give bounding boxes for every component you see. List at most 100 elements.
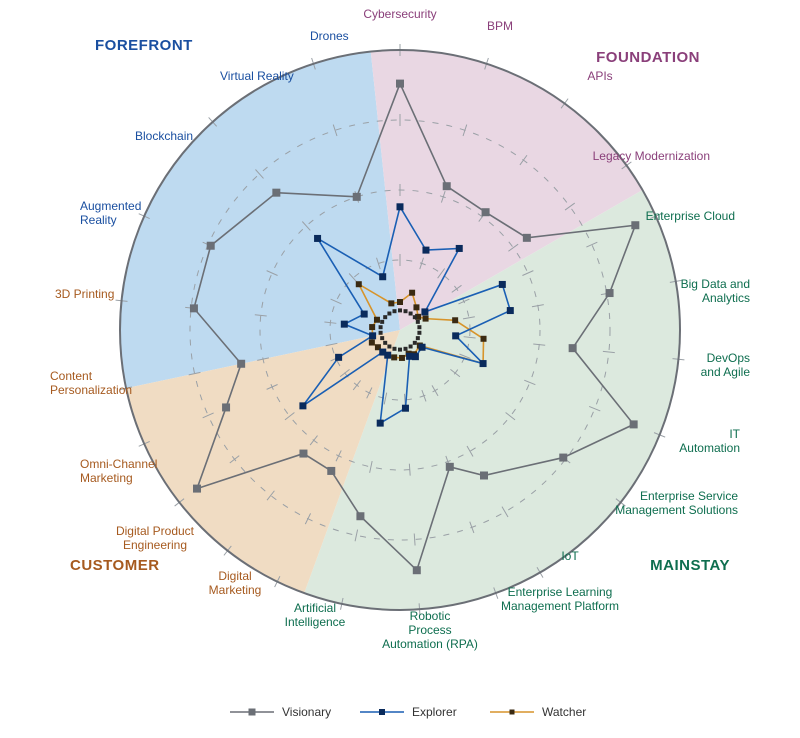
series-explorer-marker: [423, 247, 429, 253]
series-visionary-marker: [190, 305, 197, 312]
series-visionary-marker: [194, 485, 201, 492]
legend-watcher-marker: [510, 710, 515, 715]
series-explorer-marker: [407, 353, 413, 359]
center-tick: [379, 325, 383, 329]
series-watcher-marker: [370, 325, 375, 330]
series-explorer-marker: [402, 405, 408, 411]
series-visionary-marker: [632, 222, 639, 229]
spoke-label: Legacy Modernization: [593, 149, 710, 163]
spoke-label: IoT: [561, 549, 579, 563]
center-tick: [416, 320, 420, 324]
series-explorer-marker: [361, 311, 367, 317]
spoke-label: Digital ProductEngineering: [116, 524, 195, 552]
center-tick: [379, 331, 383, 335]
center-tick: [409, 344, 413, 348]
radar-diagram: { "chart": { "type": "radar", "width": 8…: [0, 0, 800, 738]
series-visionary-marker: [630, 421, 637, 428]
series-explorer-marker: [300, 403, 306, 409]
spoke-label: ContentPersonalization: [50, 369, 132, 397]
series-explorer-marker: [380, 349, 386, 355]
center-tick: [380, 336, 384, 340]
series-explorer-marker: [422, 309, 428, 315]
series-explorer-marker: [370, 333, 376, 339]
spoke-label: Enterprise Cloud: [646, 209, 735, 223]
series-visionary-marker: [357, 513, 364, 520]
series-watcher-marker: [414, 305, 419, 310]
spoke-label: ITAutomation: [679, 427, 740, 455]
series-explorer-marker: [499, 281, 505, 287]
center-tick: [416, 336, 420, 340]
series-visionary-marker: [328, 467, 335, 474]
center-tick: [387, 344, 391, 348]
spoke-label: DigitalMarketing: [209, 569, 262, 597]
series-visionary-marker: [353, 193, 360, 200]
series-watcher-marker: [398, 300, 403, 305]
series-explorer-marker: [336, 354, 342, 360]
series-watcher-marker: [389, 301, 394, 306]
series-visionary-marker: [560, 454, 567, 461]
series-explorer-marker: [507, 308, 513, 314]
series-watcher-marker: [410, 290, 415, 295]
series-watcher-marker: [369, 340, 374, 345]
spoke-label: Virtual Reality: [220, 69, 294, 83]
center-tick: [417, 331, 421, 335]
series-explorer-marker: [419, 344, 425, 350]
series-explorer-marker: [341, 321, 347, 327]
series-watcher-marker: [399, 355, 404, 360]
spoke-label: RoboticProcessAutomation (RPA): [382, 609, 478, 651]
series-explorer-marker: [456, 245, 462, 251]
series-visionary-marker: [273, 189, 280, 196]
center-tick: [413, 315, 417, 319]
quadrant-label-forefront: FOREFRONT: [95, 37, 193, 54]
series-visionary-marker: [481, 472, 488, 479]
spoke-label: DevOpsand Agile: [701, 351, 751, 379]
legend-visionary-marker: [249, 709, 256, 716]
center-tick: [404, 309, 408, 313]
center-tick: [413, 341, 417, 345]
series-watcher-marker: [481, 336, 486, 341]
center-tick: [383, 315, 387, 319]
series-visionary-marker: [446, 463, 453, 470]
spoke-label: Cybersecurity: [363, 7, 436, 21]
spoke-label: Blockchain: [135, 129, 193, 143]
center-tick: [380, 320, 384, 324]
series-visionary-marker: [223, 404, 230, 411]
series-visionary-marker: [207, 242, 214, 249]
center-tick: [398, 308, 402, 312]
spoke-label: Big Data andAnalytics: [681, 277, 750, 305]
series-visionary-marker: [397, 80, 404, 87]
series-visionary-marker: [413, 567, 420, 574]
legend-visionary-label: Visionary: [282, 705, 331, 719]
quadrant-label-foundation: FOUNDATION: [596, 49, 700, 66]
center-tick: [417, 325, 421, 329]
center-tick: [404, 347, 408, 351]
quadrant-label-customer: CUSTOMER: [70, 557, 160, 574]
center-tick: [383, 341, 387, 345]
legend-explorer-marker: [379, 709, 385, 715]
series-explorer-marker: [412, 354, 418, 360]
center-tick: [398, 348, 402, 352]
quadrant-forefront: [120, 52, 400, 389]
series-watcher-marker: [453, 318, 458, 323]
series-explorer-marker: [453, 333, 459, 339]
spoke-label: Drones: [310, 29, 349, 43]
spoke-label: BPM: [487, 19, 513, 33]
series-watcher-marker: [356, 282, 361, 287]
legend-explorer-label: Explorer: [412, 705, 457, 719]
series-explorer-marker: [315, 235, 321, 241]
spoke-label: Omni-ChannelMarketing: [80, 457, 157, 485]
series-visionary-marker: [238, 360, 245, 367]
series-visionary-marker: [300, 450, 307, 457]
spoke-label: Enterprise ServiceManagement Solutions: [615, 489, 738, 517]
spoke-label: AugmentedReality: [80, 199, 141, 227]
spoke-label: 3D Printing: [55, 287, 114, 301]
series-visionary-marker: [523, 234, 530, 241]
series-explorer-marker: [480, 361, 486, 367]
series-watcher-marker: [392, 355, 397, 360]
spoke-label: Enterprise LearningManagement Platform: [501, 585, 619, 613]
series-visionary-marker: [569, 345, 576, 352]
spoke-label: ArtificialIntelligence: [285, 601, 346, 629]
quadrant-label-mainstay: MAINSTAY: [650, 557, 730, 574]
center-tick: [409, 312, 413, 316]
series-visionary-marker: [606, 290, 613, 297]
